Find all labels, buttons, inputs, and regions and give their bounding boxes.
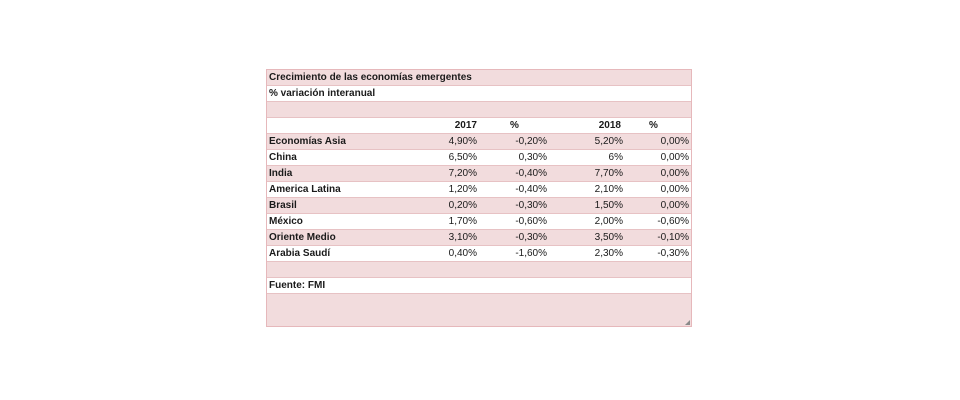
row-label: India [269,168,293,179]
value-2017: 0,40% [448,248,477,259]
value-2018: 7,70% [594,168,623,179]
table-title: Crecimiento de las economías emergentes [269,72,472,83]
pct-2017: 0,30% [518,152,547,163]
source-row: Fuente: FMI [267,278,691,294]
table-row: Oriente Medio 3,10% -0,30% 3,50% -0,10% [267,230,691,246]
title-row: Crecimiento de las economías emergentes [267,70,691,86]
pct-2018: 0,00% [660,136,689,147]
resize-grip-icon[interactable] [685,320,690,325]
spacer-row [267,102,691,118]
pct-2018: 0,00% [660,152,689,163]
row-label: Arabia Saudí [269,248,331,259]
row-label: Brasil [269,200,297,211]
pct-2018: -0,30% [657,248,689,259]
pct-2018: 0,00% [660,200,689,211]
pct-2017: -1,60% [515,248,547,259]
row-label: Oriente Medio [269,232,336,243]
value-2017: 3,10% [448,232,477,243]
table-row: America Latina 1,20% -0,40% 2,10% 0,00% [267,182,691,198]
value-2018: 3,50% [594,232,623,243]
value-2018: 1,50% [594,200,623,211]
spacer-row [267,262,691,278]
pct-2017: -0,60% [515,216,547,227]
table-row: China 6,50% 0,30% 6% 0,00% [267,150,691,166]
value-2017: 1,20% [448,184,477,195]
value-2018: 2,00% [594,216,623,227]
pct-2018: 0,00% [660,168,689,179]
pct-2017: -0,40% [515,168,547,179]
pct-2018: -0,10% [657,232,689,243]
row-label: México [269,216,303,227]
subtitle-row: % variación interanual [267,86,691,102]
table-row: Economías Asia 4,90% -0,20% 5,20% 0,00% [267,134,691,150]
header-pct-2018: % [649,120,658,131]
value-2017: 0,20% [448,200,477,211]
value-2017: 4,90% [448,136,477,147]
table-row: India 7,20% -0,40% 7,70% 0,00% [267,166,691,182]
value-2017: 7,20% [448,168,477,179]
header-row: 2017 % 2018 % [267,118,691,134]
pct-2017: -0,30% [515,232,547,243]
source-note: Fuente: FMI [269,280,326,291]
row-label: China [269,152,297,163]
pct-2018: 0,00% [660,184,689,195]
pct-2017: -0,40% [515,184,547,195]
value-2018: 2,30% [594,248,623,259]
value-2018: 2,10% [594,184,623,195]
table-row: Arabia Saudí 0,40% -1,60% 2,30% -0,30% [267,246,691,262]
header-2018: 2018 [598,120,621,131]
row-label: Economías Asia [269,136,346,147]
pct-2018: -0,60% [657,216,689,227]
pct-2017: -0,20% [515,136,547,147]
row-label: America Latina [269,184,341,195]
header-2017: 2017 [454,120,477,131]
table-subtitle: % variación interanual [269,88,376,99]
value-2017: 6,50% [448,152,477,163]
value-2018: 5,20% [594,136,623,147]
pct-2017: -0,30% [515,200,547,211]
table-row: México 1,70% -0,60% 2,00% -0,60% [267,214,691,230]
spreadsheet-table: Crecimiento de las economías emergentes … [266,69,692,327]
header-pct-2017: % [510,120,519,131]
table-row: Brasil 0,20% -0,30% 1,50% 0,00% [267,198,691,214]
spacer-row [267,294,691,326]
value-2018: 6% [608,152,623,163]
value-2017: 1,70% [448,216,477,227]
